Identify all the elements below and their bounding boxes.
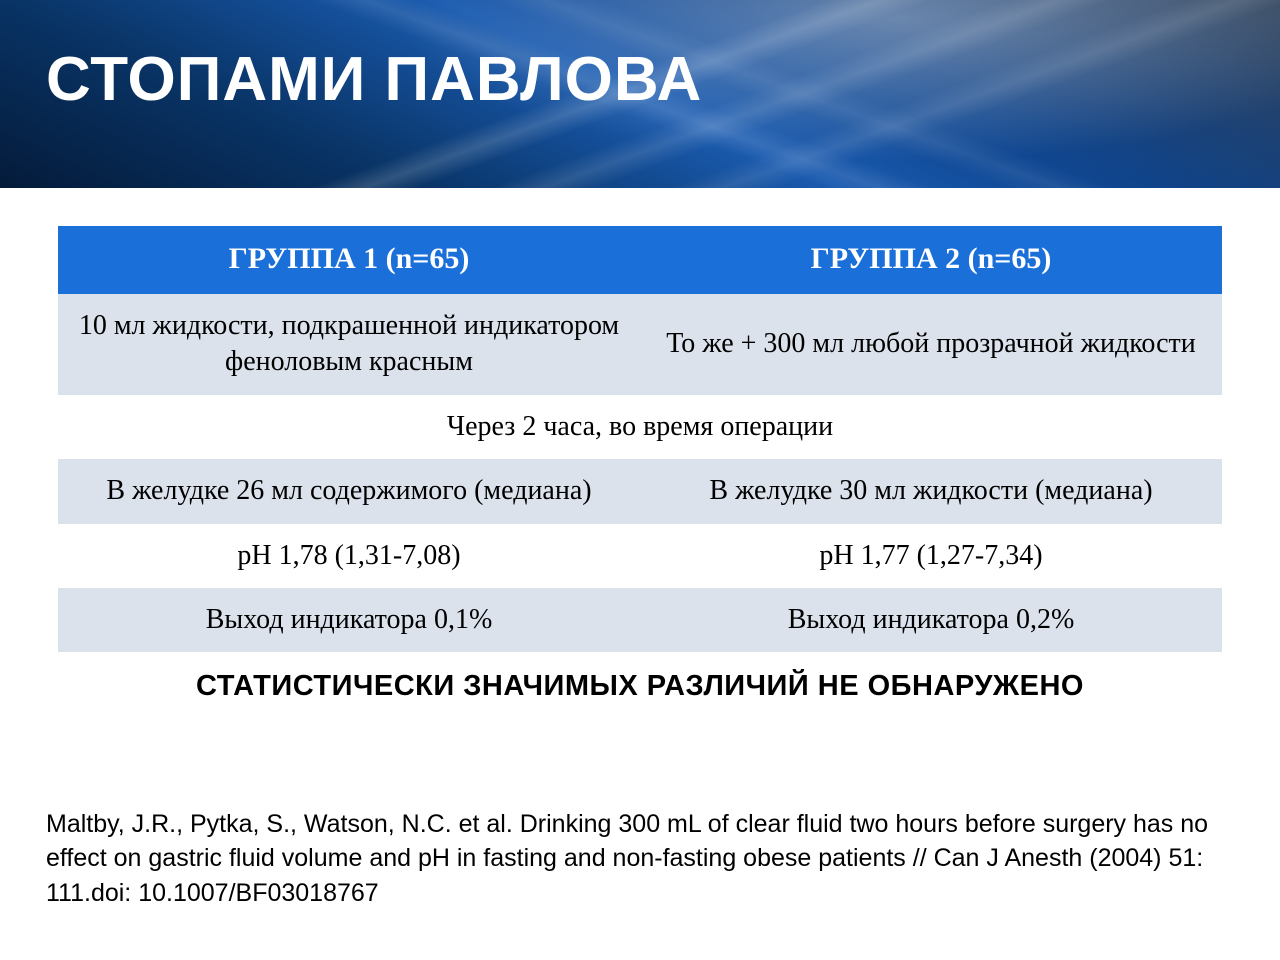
cell-group1-indicator: Выход индикатора 0,1% [58, 588, 640, 652]
table-row: Выход индикатора 0,1% Выход индикатора 0… [58, 588, 1222, 652]
table-row: pH 1,78 (1,31-7,08) pH 1,77 (1,27-7,34) [58, 524, 1222, 588]
cell-group2-volume: В желудке 30 мл жидкости (медиана) [640, 459, 1222, 523]
cell-group2-intervention: То же + 300 мл любой прозрачной жидкости [640, 294, 1222, 395]
column-header-group1: ГРУППА 1 (n=65) [58, 226, 640, 294]
cell-group1-volume: В желудке 26 мл содержимого (медиана) [58, 459, 640, 523]
cell-group2-ph: pH 1,77 (1,27-7,34) [640, 524, 1222, 588]
comparison-table: ГРУППА 1 (n=65) ГРУППА 2 (n=65) 10 мл жи… [58, 226, 1222, 722]
title-banner: СТОПАМИ ПАВЛОВА [0, 0, 1280, 188]
column-header-group2: ГРУППА 2 (n=65) [640, 226, 1222, 294]
cell-group1-ph: pH 1,78 (1,31-7,08) [58, 524, 640, 588]
table-row: 10 мл жидкости, подкрашенной индикатором… [58, 294, 1222, 395]
cell-group2-indicator: Выход индикатора 0,2% [640, 588, 1222, 652]
citation: Maltby, J.R., Pytka, S., Watson, N.C. et… [46, 807, 1222, 911]
conclusion-text: СТАТИСТИЧЕСКИ ЗНАЧИМЫХ РАЗЛИЧИЙ НЕ ОБНАР… [58, 652, 1222, 722]
table-row: Через 2 часа, во время операции [58, 395, 1222, 459]
slide-title: СТОПАМИ ПАВЛОВА [46, 44, 702, 115]
slide: СТОПАМИ ПАВЛОВА ГРУППА 1 (n=65) ГРУППА 2… [0, 0, 1280, 960]
cell-group1-intervention: 10 мл жидкости, подкрашенной индикатором… [58, 294, 640, 395]
table-row: В желудке 26 мл содержимого (медиана) В … [58, 459, 1222, 523]
table-header-row: ГРУППА 1 (n=65) ГРУППА 2 (n=65) [58, 226, 1222, 294]
content-area: ГРУППА 1 (n=65) ГРУППА 2 (n=65) 10 мл жи… [0, 188, 1280, 722]
table-conclusion-row: СТАТИСТИЧЕСКИ ЗНАЧИМЫХ РАЗЛИЧИЙ НЕ ОБНАР… [58, 652, 1222, 722]
cell-timing: Через 2 часа, во время операции [58, 395, 1222, 459]
